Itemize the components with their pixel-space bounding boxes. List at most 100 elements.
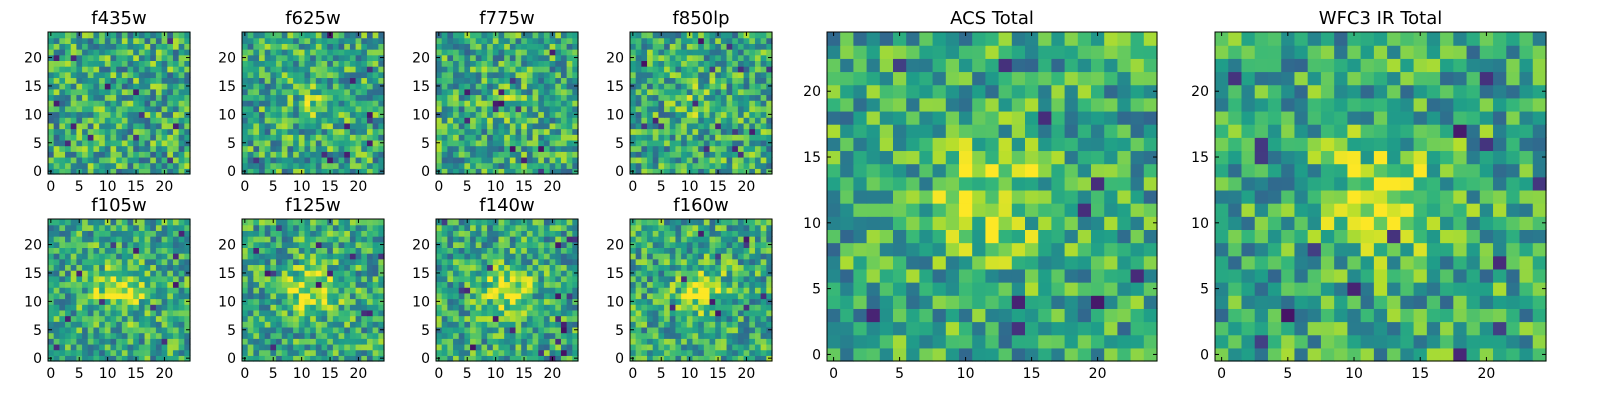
heatmap-cell xyxy=(270,253,277,260)
heatmap-cell xyxy=(509,309,517,317)
heatmap-cell xyxy=(372,298,379,305)
heatmap-cell xyxy=(538,253,545,260)
heatmap-cell xyxy=(641,349,648,356)
heatmap-cell xyxy=(184,128,191,135)
heatmap-cell xyxy=(76,128,83,135)
heatmap-cell xyxy=(521,292,528,300)
heatmap-cell xyxy=(715,54,722,61)
heatmap-cell xyxy=(321,60,328,67)
heatmap-cell xyxy=(630,332,637,339)
heatmap-cell xyxy=(372,100,379,107)
heatmap-cell xyxy=(647,156,654,164)
heatmap-cell xyxy=(453,94,460,101)
heatmap-cell xyxy=(436,292,443,300)
heatmap-cell xyxy=(116,264,123,271)
heatmap-cell xyxy=(293,247,300,254)
heatmap-cell xyxy=(138,105,146,113)
heatmap-cell xyxy=(82,309,89,317)
heatmap-cell xyxy=(549,321,556,328)
heatmap-cell xyxy=(53,128,60,135)
heatmap-cell xyxy=(652,117,659,124)
y-tick-label: 5 xyxy=(33,323,42,339)
heatmap-cell xyxy=(532,54,539,61)
heatmap-cell xyxy=(99,117,106,124)
heatmap-cell xyxy=(698,275,705,283)
heatmap-cell xyxy=(144,162,151,169)
heatmap-cell xyxy=(76,111,83,118)
heatmap-cell xyxy=(155,292,163,300)
heatmap-cell xyxy=(703,343,711,351)
heatmap-cell xyxy=(167,241,174,248)
heatmap-cell xyxy=(178,100,185,107)
heatmap-cell xyxy=(53,241,60,248)
heatmap-cell xyxy=(144,224,151,231)
heatmap-cell xyxy=(172,298,180,305)
heatmap-cell xyxy=(458,43,465,50)
heatmap-cell xyxy=(93,32,100,39)
heatmap-cell xyxy=(492,100,500,107)
heatmap-cell xyxy=(521,105,528,113)
heatmap-cell xyxy=(287,117,294,124)
heatmap-cell xyxy=(355,111,362,118)
heatmap-cell xyxy=(720,94,728,101)
heatmap-cell xyxy=(338,54,345,61)
heatmap-cell xyxy=(65,43,72,50)
heatmap-cell xyxy=(172,343,180,351)
heatmap-cell xyxy=(652,111,659,118)
heatmap-cell xyxy=(526,236,534,243)
heatmap-cell xyxy=(65,275,72,283)
heatmap-cell xyxy=(709,122,716,130)
heatmap-cell xyxy=(172,264,180,271)
heatmap-cell xyxy=(304,128,311,135)
heatmap-cell xyxy=(538,236,545,243)
heatmap-cell xyxy=(133,83,140,90)
heatmap-cell xyxy=(560,326,568,334)
heatmap-cell xyxy=(555,281,562,288)
heatmap-cell xyxy=(242,315,249,322)
heatmap-cell xyxy=(681,162,688,169)
heatmap-cell xyxy=(110,100,117,107)
heatmap-cell xyxy=(538,134,545,141)
heatmap-cell xyxy=(242,49,249,56)
heatmap-cell xyxy=(737,122,745,130)
heatmap-cell xyxy=(93,321,100,328)
heatmap-cell xyxy=(87,247,95,254)
heatmap-cell xyxy=(242,128,249,135)
heatmap-cell xyxy=(555,43,562,50)
heatmap-cell xyxy=(658,281,665,288)
heatmap-cell xyxy=(298,326,306,334)
heatmap-cell xyxy=(70,66,77,73)
heatmap-cell xyxy=(726,151,733,158)
heatmap-cell xyxy=(355,343,362,351)
heatmap-cell xyxy=(675,298,682,305)
heatmap-cell xyxy=(504,77,511,84)
heatmap-cell xyxy=(53,122,60,130)
heatmap-cell xyxy=(70,139,77,147)
heatmap-cell xyxy=(259,43,266,50)
heatmap-cell xyxy=(361,43,368,50)
heatmap-cell xyxy=(293,37,300,44)
heatmap-cell xyxy=(259,287,266,294)
heatmap-cell xyxy=(315,117,323,124)
heatmap-cell xyxy=(87,241,95,248)
heatmap-cell xyxy=(247,156,254,164)
heatmap-cell xyxy=(715,281,722,288)
heatmap-cell xyxy=(65,134,72,141)
heatmap-cell xyxy=(698,83,705,90)
heatmap-cell xyxy=(686,83,694,90)
heatmap-cell xyxy=(298,236,306,243)
heatmap-cell xyxy=(515,94,522,101)
heatmap-cell xyxy=(344,32,351,39)
heatmap-cell xyxy=(327,253,334,260)
heatmap-cell xyxy=(155,128,163,135)
heatmap-cell xyxy=(458,111,465,118)
heatmap-cell xyxy=(65,309,72,317)
heatmap-cell xyxy=(555,309,562,317)
heatmap-cell xyxy=(116,94,123,101)
heatmap-cell xyxy=(538,32,545,39)
heatmap-cell xyxy=(652,304,659,311)
heatmap-cell xyxy=(720,43,728,50)
heatmap-cell xyxy=(698,281,705,288)
heatmap-cell xyxy=(259,77,266,84)
heatmap-cell xyxy=(178,241,185,248)
